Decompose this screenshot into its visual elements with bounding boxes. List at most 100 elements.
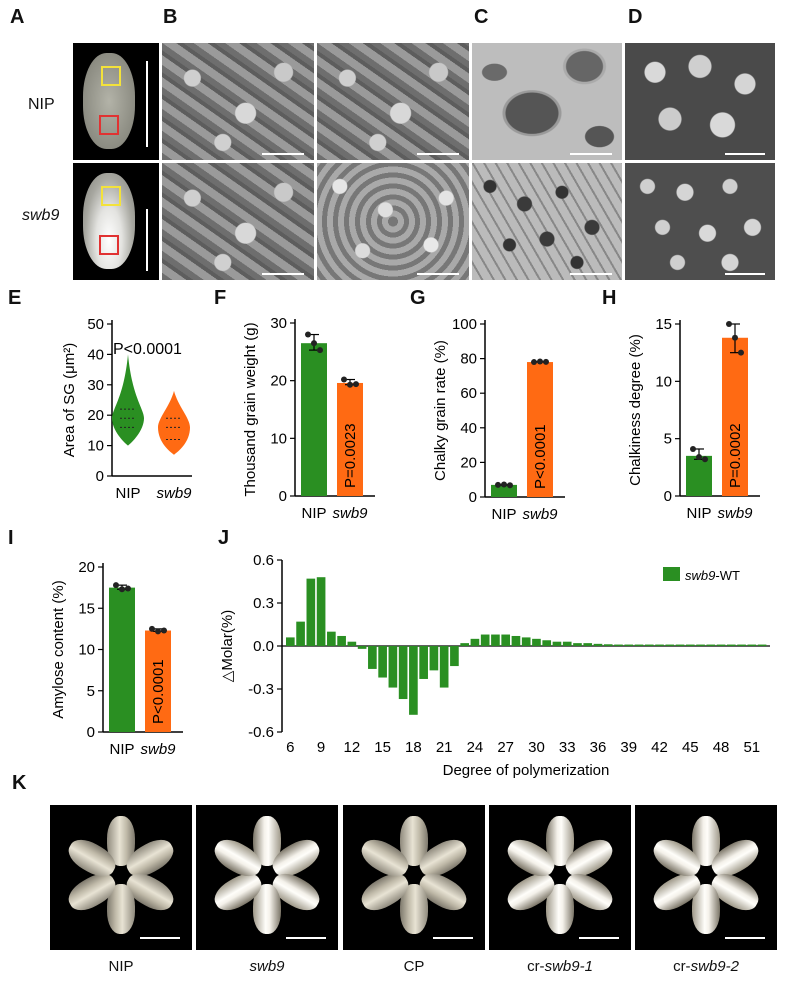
tem-nip	[472, 43, 622, 160]
bar-swb9	[145, 630, 171, 732]
grain-caption: cr-swb9-1	[527, 958, 593, 975]
dp-bar	[337, 635, 346, 646]
dp-bar	[327, 631, 336, 646]
y-tick-label: 20	[78, 559, 95, 576]
data-point	[353, 381, 359, 388]
x-tick-label: 18	[405, 739, 422, 756]
data-point	[341, 376, 347, 383]
dp-bar	[706, 644, 716, 646]
dp-bar	[665, 644, 675, 646]
y-tick-label: 40	[87, 346, 104, 363]
p-value-annotation: P<0.0001	[113, 341, 182, 358]
y-tick-label: 0	[279, 488, 287, 505]
y-tick-label: 30	[270, 315, 287, 332]
x-tick-label: 48	[713, 739, 730, 756]
dp-bar	[655, 644, 664, 646]
data-point	[311, 340, 317, 347]
x-tick-label: swb9	[156, 485, 192, 502]
panel-label-i: I	[8, 527, 14, 549]
scale-bar	[146, 61, 148, 147]
granules-swb9	[625, 163, 775, 280]
x-tick-label: swb9	[140, 741, 176, 758]
dp-bar	[593, 643, 603, 646]
scale-bar	[146, 209, 148, 271]
y-axis-label: Area of SG (μm²)	[61, 343, 78, 458]
grain-section-swb9	[73, 163, 159, 280]
sem-nip-red-region	[317, 43, 469, 160]
dp-bar	[757, 644, 767, 646]
data-point	[690, 445, 696, 452]
dp-bar	[306, 578, 316, 646]
x-tick-label: swb9	[717, 505, 753, 522]
x-tick-label: 36	[590, 739, 607, 756]
x-tick-label: NIP	[115, 485, 140, 502]
y-tick-label: 20	[270, 373, 287, 390]
dp-bar	[624, 644, 634, 646]
row-label-nip: NIP	[28, 96, 55, 113]
y-tick-label: 0	[664, 488, 672, 505]
chart-f: 0 10 20 30 Thousand grain weight (g) NIP swb9 P…	[242, 315, 375, 522]
grain-photo-panel	[50, 805, 192, 950]
scale-bar	[433, 937, 473, 939]
sem-nip-yellow-region	[162, 43, 314, 160]
dp-bar	[368, 646, 377, 669]
bar-nip	[301, 343, 327, 496]
y-tick-label: 0.3	[253, 595, 274, 612]
data-point	[702, 456, 708, 463]
y-tick-label: 10	[270, 430, 287, 447]
y-tick-label: 10	[87, 438, 104, 455]
grain-photo-panel	[343, 805, 485, 950]
panel-label-b: B	[163, 6, 178, 28]
dp-bar	[716, 644, 726, 646]
dp-bar	[562, 641, 572, 646]
dp-bar	[737, 644, 746, 646]
panel-label-c: C	[474, 6, 489, 28]
x-tick-label: 30	[528, 739, 545, 756]
dp-bar	[398, 646, 408, 700]
dp-bar	[532, 638, 541, 646]
dp-bar	[419, 646, 428, 679]
data-point	[155, 628, 161, 635]
y-tick-label: 60	[460, 385, 477, 402]
y-axis-label: △Molar(%)	[219, 610, 236, 682]
y-tick-label: 0.0	[253, 638, 274, 655]
dp-bar	[747, 644, 757, 646]
red-roi-box	[99, 235, 119, 255]
x-tick-label: 9	[317, 739, 325, 756]
x-tick-label: 39	[620, 739, 637, 756]
data-point	[149, 625, 155, 632]
dp-bar	[450, 646, 459, 667]
data-point	[507, 482, 513, 489]
panel-label-g: G	[410, 287, 426, 309]
tem-swb9	[472, 163, 622, 280]
bar-nip	[109, 587, 135, 732]
dp-bar	[388, 646, 398, 688]
dp-bar	[357, 646, 367, 649]
p-value-annotation: P<0.0001	[532, 424, 549, 489]
x-tick-label: 51	[743, 739, 760, 756]
x-tick-label: swb9	[332, 505, 368, 522]
dp-bar	[378, 646, 387, 678]
x-tick-label: 6	[286, 739, 294, 756]
x-tick-label: 15	[374, 739, 391, 756]
panel-label-j: J	[218, 527, 230, 549]
x-tick-label: 42	[651, 739, 668, 756]
chart-i: 0 5 10 15 20 Amylose content (%) NIP swb9 P<0.00…	[50, 559, 183, 758]
bar-nip	[686, 455, 712, 496]
y-axis-label: Thousand grain weight (g)	[242, 322, 259, 496]
y-tick-label: -0.3	[248, 681, 274, 698]
sem-swb9-yellow-region	[162, 163, 314, 280]
dp-bar	[644, 644, 654, 646]
y-tick-label: 30	[87, 377, 104, 394]
p-value-annotation: P=0.0023	[342, 423, 359, 488]
y-tick-label: 50	[87, 316, 104, 333]
grain-caption: CP	[403, 958, 425, 975]
y-tick-label: 0	[469, 489, 477, 506]
dp-bar	[470, 638, 480, 646]
x-tick-label: swb9	[522, 506, 558, 523]
red-roi-box	[99, 115, 119, 135]
grain-section-nip	[73, 43, 159, 160]
dp-bar	[675, 644, 685, 646]
scale-bar	[286, 937, 326, 939]
